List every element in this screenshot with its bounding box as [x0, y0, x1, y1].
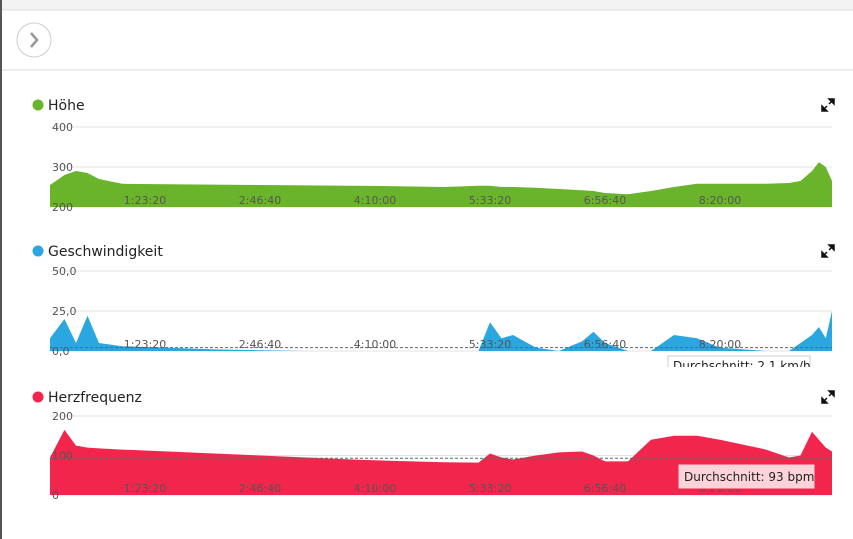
x-tick-label: 6:56:40 — [584, 482, 626, 495]
x-tick-label: 2:46:40 — [239, 194, 281, 207]
y-tick-label: 300 — [52, 161, 73, 174]
x-tick-label: 1:23:20 — [124, 482, 166, 495]
legend-dot — [32, 391, 44, 403]
fullscreen-icon[interactable] — [821, 244, 835, 258]
fullscreen-arrows — [821, 244, 835, 258]
chart-title: Höhe — [48, 98, 85, 114]
area — [50, 311, 832, 351]
y-tick-label: 200 — [52, 410, 73, 423]
x-tick-label: 4:10:00 — [354, 194, 396, 207]
fullscreen-icon[interactable] — [821, 98, 835, 112]
chevron-icon — [30, 32, 39, 48]
average-box — [677, 463, 816, 490]
x-tick-label: 6:56:40 — [584, 194, 626, 207]
chart-title: Herzfrequenz — [48, 390, 142, 406]
x-tick-label: 4:10:00 — [354, 338, 396, 351]
x-tick-label: 1:23:20 — [124, 194, 166, 207]
average-tooltip: Durchschnitt: 2,1 km/h — [667, 355, 811, 373]
y-tick-label: 400 — [52, 121, 73, 134]
y-tick-label: 200 — [52, 201, 73, 214]
browser-toolbar — [0, 0, 853, 10]
x-tick-label: 5:33:20 — [469, 194, 511, 207]
average-box — [667, 355, 811, 367]
y-tick-label: 25,0 — [52, 305, 77, 318]
charts: Höhe 200 300 400 1:23:20 2:46:40 4:10:00 5:33:2… — [32, 98, 835, 502]
x-tick-label: 5:33:20 — [469, 482, 511, 495]
area — [50, 429, 832, 495]
y-tick-label: 100 — [52, 450, 73, 463]
chart-title: Geschwindigkeit — [48, 244, 163, 260]
x-tick-label: 6:56:40 — [584, 338, 626, 351]
x-tick-label: 4:10:00 — [354, 482, 396, 495]
legend-dot — [32, 99, 44, 111]
legend-dot — [32, 245, 44, 257]
x-tick-label: 1:23:20 — [124, 338, 166, 351]
x-tick-label: 8:20:00 — [699, 338, 741, 351]
y-tick-label: 0 — [52, 489, 59, 502]
average-label: Durchschnitt: 2,1 km/h — [673, 359, 811, 373]
left-edge — [0, 0, 2, 539]
fullscreen-arrows — [821, 390, 835, 404]
x-tick-label: 2:46:40 — [239, 338, 281, 351]
expand-button[interactable] — [16, 22, 52, 58]
fullscreen-arrows — [821, 98, 835, 112]
fullscreen-icon[interactable] — [821, 390, 835, 404]
x-tick-label: 2:46:40 — [239, 482, 281, 495]
area — [50, 162, 832, 207]
x-tick-label: 8:20:00 — [699, 194, 741, 207]
y-tick-label: 0,0 — [52, 345, 70, 358]
x-tick-label: 5:33:20 — [469, 338, 511, 351]
average-label: Durchschnitt: 93 bpm — [684, 470, 814, 484]
y-tick-label: 50,0 — [52, 265, 77, 278]
